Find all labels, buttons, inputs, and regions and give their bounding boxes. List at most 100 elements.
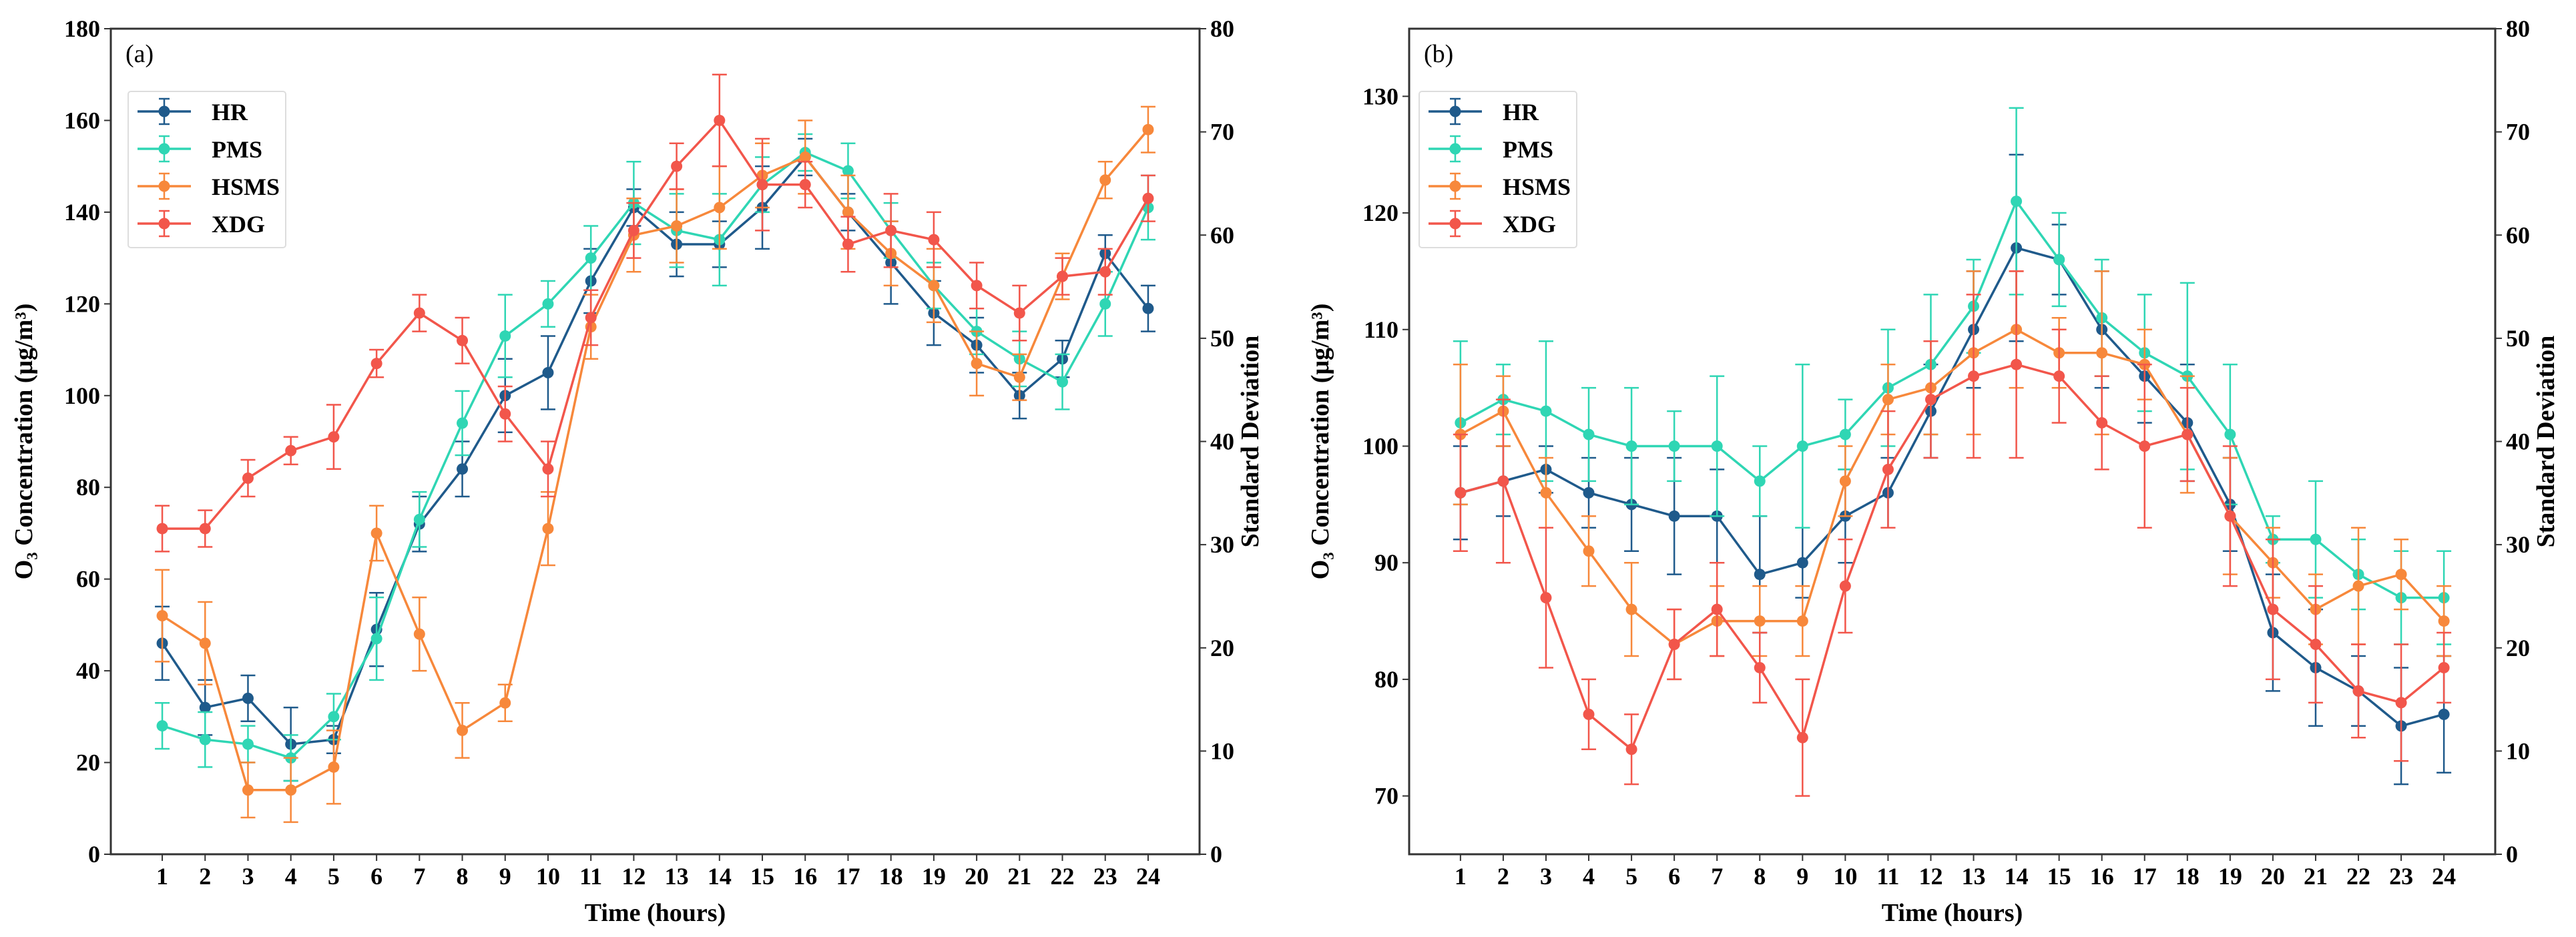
data-point — [2011, 358, 2023, 370]
panel-label: (a) — [125, 40, 154, 68]
x-tick-label: 18 — [879, 863, 903, 890]
y-tick-label: 130 — [1362, 83, 1398, 109]
x-tick-label: 24 — [2432, 863, 2456, 890]
data-point — [2438, 661, 2450, 673]
legend: HR PMS HSMS XDG — [127, 91, 286, 248]
data-point — [671, 220, 683, 232]
data-point — [1583, 487, 1595, 499]
x-tick-label: 17 — [836, 863, 860, 890]
legend-marker — [158, 105, 170, 117]
y-right-tick-label: 50 — [2506, 325, 2530, 352]
data-point — [1625, 440, 1637, 452]
y-right-axis-title: Standard Deviation — [2532, 336, 2560, 548]
legend-label: PMS — [212, 136, 262, 163]
data-point — [714, 202, 726, 214]
data-point — [1142, 192, 1154, 204]
x-tick-label: 9 — [1796, 863, 1808, 890]
legend-marker — [158, 180, 170, 192]
y-right-tick-label: 70 — [1210, 119, 1234, 145]
y-right-tick-label: 0 — [1210, 841, 1222, 868]
data-point — [242, 738, 254, 750]
x-tick-label: 23 — [2389, 863, 2413, 890]
x-axis-title: Time (hours) — [1882, 899, 2023, 927]
data-point — [370, 527, 382, 539]
data-point — [1796, 731, 1808, 743]
y-tick-label: 140 — [64, 199, 100, 226]
data-point — [199, 701, 211, 713]
legend-label: HSMS — [212, 174, 280, 200]
data-point — [542, 523, 554, 535]
x-tick-label: 5 — [328, 863, 340, 890]
y-tick-label: 0 — [88, 841, 100, 868]
data-point — [1099, 298, 1111, 310]
data-point — [457, 724, 469, 736]
x-tick-label: 10 — [536, 863, 560, 890]
x-tick-label: 21 — [1007, 863, 1031, 890]
x-tick-label: 17 — [2133, 863, 2157, 890]
data-point — [499, 330, 511, 342]
y-right-tick-label: 40 — [1210, 428, 1234, 455]
series-line — [162, 118, 1149, 530]
data-point — [457, 334, 469, 346]
y-right-tick-label: 30 — [1210, 531, 1234, 558]
data-point — [242, 692, 254, 704]
data-point — [1668, 510, 1680, 522]
data-point — [799, 179, 811, 191]
y-tick-label: 40 — [76, 657, 100, 684]
x-tick-label: 19 — [922, 863, 946, 890]
legend-marker — [158, 218, 170, 230]
series-line — [1460, 328, 2445, 646]
data-point — [1540, 592, 1552, 604]
data-point — [1625, 743, 1637, 755]
y-right-axis-title: Standard Deviation — [1236, 336, 1264, 548]
data-point — [1455, 487, 1467, 499]
y-tick-label: 160 — [64, 107, 100, 133]
data-point — [1839, 428, 1851, 440]
x-tick-label: 1 — [156, 863, 168, 890]
data-point — [499, 697, 511, 709]
data-point — [242, 472, 254, 484]
data-point — [585, 312, 597, 324]
x-tick-label: 19 — [2218, 863, 2242, 890]
panel-a: 1 2 3 4 5 6 7 8 9 10 11 12 13 14 15 16 17 18 19 20 21 22 23 240… — [10, 15, 1264, 927]
y-right-tick-label: 30 — [2506, 531, 2530, 558]
x-tick-label: 23 — [1093, 863, 1117, 890]
data-point — [156, 523, 168, 535]
data-point — [457, 463, 469, 475]
y-tick-label: 120 — [1362, 200, 1398, 226]
series-line — [1460, 199, 2444, 599]
x-tick-label: 1 — [1455, 863, 1467, 890]
legend-label: PMS — [1503, 136, 1553, 163]
x-tick-label: 4 — [285, 863, 297, 890]
x-tick-label: 3 — [1540, 863, 1552, 890]
y-right-tick-label: 60 — [2506, 222, 2530, 248]
x-axis-title: Time (hours) — [585, 899, 726, 927]
data-point — [2310, 533, 2322, 545]
data-point — [1882, 394, 1894, 406]
x-tick-label: 8 — [1754, 863, 1766, 890]
data-point — [413, 307, 425, 319]
data-point — [585, 252, 597, 264]
x-tick-label: 21 — [2304, 863, 2328, 890]
y-tick-label: 110 — [1364, 316, 1398, 343]
legend-box — [127, 91, 286, 248]
x-tick-label: 4 — [1583, 863, 1595, 890]
y-right-tick-label: 80 — [2506, 15, 2530, 42]
data-point — [1057, 270, 1069, 282]
x-tick-label: 7 — [1711, 863, 1723, 890]
data-point — [413, 628, 425, 640]
data-point — [627, 224, 639, 236]
y-right-tick-label: 20 — [1210, 635, 1234, 661]
data-point — [156, 720, 168, 732]
y-tick-label: 100 — [64, 382, 100, 409]
x-tick-label: 11 — [1876, 863, 1899, 890]
data-point — [2438, 708, 2450, 720]
series-hr — [155, 137, 1155, 782]
series-line — [1460, 363, 2445, 751]
data-point — [1796, 557, 1808, 569]
x-tick-label: 11 — [579, 863, 602, 890]
data-point — [1711, 603, 1723, 615]
x-tick-label: 7 — [413, 863, 425, 890]
x-tick-label: 6 — [370, 863, 382, 890]
data-point — [542, 298, 554, 310]
